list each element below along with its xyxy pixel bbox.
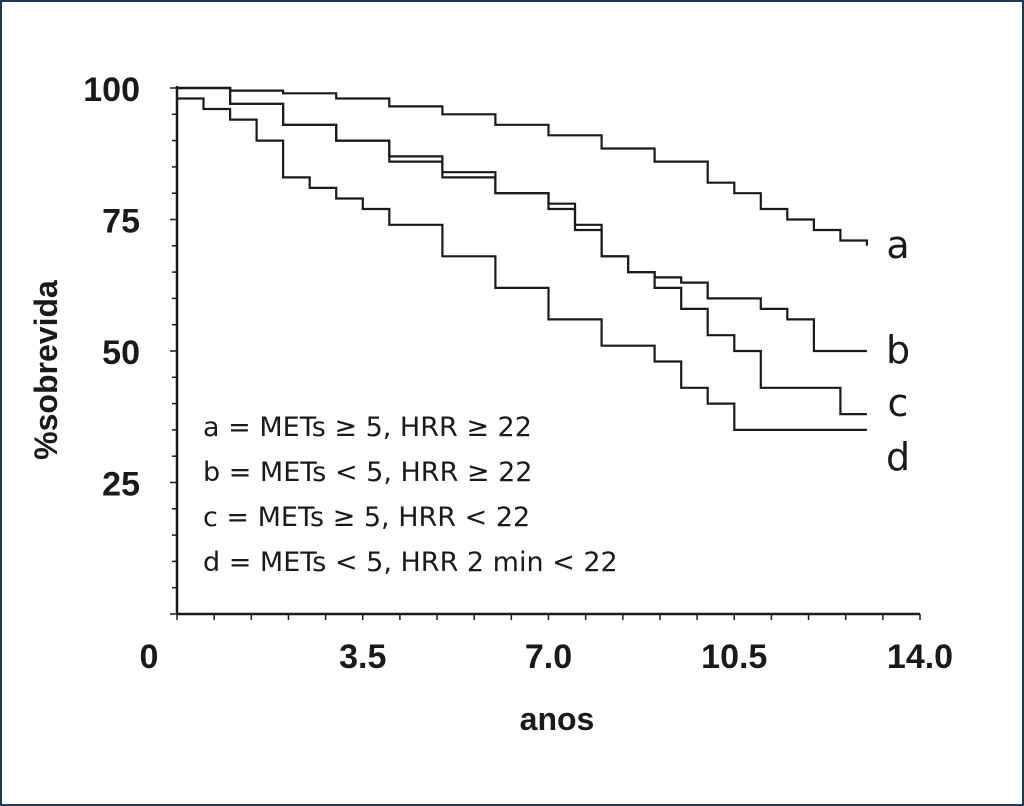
axes [170,86,921,620]
tick-labels: 0 3.5 7.0 10.5 14.0 25 50 75 100 [83,71,953,676]
x-tick-label: 3.5 [339,638,386,676]
x-tick-label: 14.0 [887,638,953,676]
y-tick-label: 50 [102,334,140,372]
legend: a = METs ≥ 5, HRR ≥ 22 b = METs < 5, HRR … [203,412,618,578]
x-tick-label: 7.0 [525,638,572,676]
y-tick-label: 75 [102,203,140,241]
legend-entry: b = METs < 5, HRR ≥ 22 [203,457,532,488]
series-label-d: d [886,435,910,479]
series-lines [177,86,868,431]
x-tick-label: 10.5 [701,638,767,676]
y-axis-title: %sobrevida [28,280,64,460]
series-label-a: a [886,223,909,267]
legend-entry: d = METs < 5, HRR 2 min < 22 [203,547,618,578]
series-line-c [177,86,867,416]
series-line-b [177,86,867,353]
legend-entry: a = METs ≥ 5, HRR ≥ 22 [203,412,532,443]
legend-entry: c = METs ≥ 5, HRR < 22 [203,502,530,533]
y-tick-label: 25 [102,466,140,504]
series-line-d [177,97,867,431]
series-label-c: c [888,381,909,425]
series-end-labels: a bcd [886,223,910,479]
x-axis-title: anos [520,701,595,737]
series-label-b: b [886,328,910,372]
x-tick-label: 0 [140,638,159,676]
series-line-a [177,86,868,246]
y-tick-label: 100 [83,71,140,109]
